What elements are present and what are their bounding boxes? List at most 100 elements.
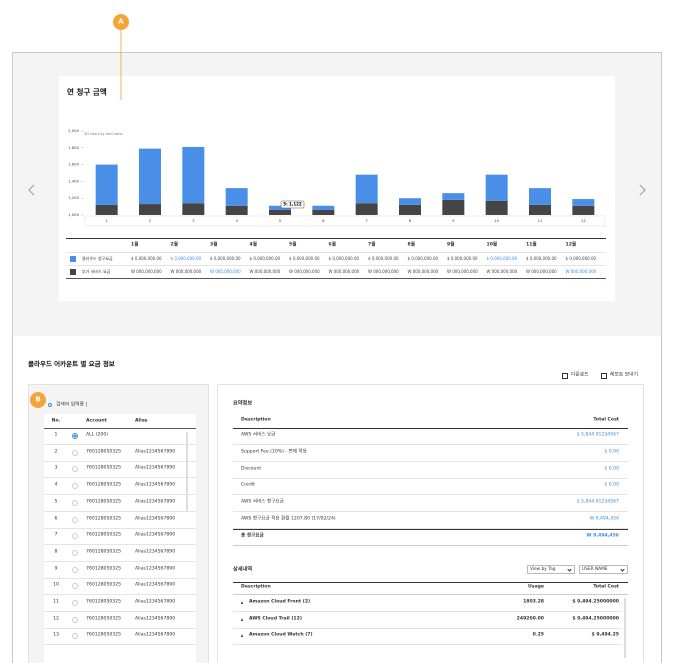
row-line	[233, 611, 622, 612]
badge-label: B	[35, 395, 41, 404]
row-line	[233, 528, 628, 529]
x-tick-label: 3	[192, 218, 195, 223]
column-header: Usage	[528, 584, 544, 590]
alias: Alias1234567890	[135, 449, 176, 455]
row-number: 13	[53, 633, 59, 639]
month-cell: $ 0,000,000.00	[131, 256, 162, 261]
x-tick-label: 6	[322, 218, 325, 223]
x-axis-band	[84, 215, 606, 227]
description: Amazon Cloud Front (2)	[249, 599, 311, 605]
description: Credit	[241, 483, 255, 489]
legend-swatch	[70, 269, 76, 275]
row-line	[233, 627, 622, 629]
usage: 249260.00	[516, 616, 544, 622]
expand-triangle[interactable]	[241, 617, 243, 621]
button[interactable]: 레포트 보내기	[610, 372, 639, 378]
radio[interactable]	[72, 633, 78, 640]
expand-triangle[interactable]	[241, 601, 243, 604]
button[interactable]: 다운로드	[571, 372, 589, 378]
radio[interactable]	[72, 466, 78, 473]
row-number: 9	[54, 566, 58, 572]
month-cell: $ 0,000,000.00	[289, 256, 320, 261]
row-line	[233, 428, 628, 429]
radio[interactable]	[72, 533, 78, 540]
month-header: 4월	[249, 242, 257, 248]
bar-segment	[139, 204, 161, 215]
alias: Alias1234567890	[135, 566, 176, 572]
month-cell: $ 0,000,000.00	[447, 256, 478, 261]
radio[interactable]	[72, 549, 78, 556]
column-header: Total Cost	[593, 584, 619, 590]
next-arrow[interactable]	[639, 184, 646, 196]
month-cell: $ 0,000,000.00	[407, 256, 439, 261]
row-line	[233, 545, 628, 546]
account: 760128050325	[86, 616, 122, 622]
month-cell: W 000,000,000	[565, 269, 597, 274]
month-cell: W 000,000,000	[249, 269, 281, 274]
row-line	[44, 460, 196, 462]
select-label: USER NAME	[582, 566, 608, 572]
badge	[113, 14, 129, 30]
radio[interactable]	[72, 483, 78, 490]
row-line	[44, 527, 196, 529]
radio[interactable]	[72, 516, 78, 523]
radio[interactable]	[72, 566, 78, 573]
month-cell: $ 0,000,000.00	[249, 256, 281, 261]
row-number: 7	[54, 532, 58, 538]
description: AWS 서비스 요금	[241, 432, 276, 438]
alias: Alias1234567890	[135, 499, 176, 505]
bar-segment	[572, 205, 595, 215]
bar-segment	[182, 146, 205, 204]
description: AWS Cloud Trail (12)	[249, 616, 302, 622]
y-tick-label: 1,600	[68, 162, 79, 167]
account: 760128050325	[86, 532, 122, 538]
bar-segment	[269, 205, 291, 210]
radio[interactable]	[72, 499, 78, 506]
bar-segment	[485, 200, 508, 215]
radio[interactable]	[72, 433, 78, 439]
cost: W 9,494,456	[589, 516, 619, 522]
cost: W 9,494,456	[586, 533, 619, 539]
prev-arrow[interactable]	[28, 184, 35, 196]
radio[interactable]	[72, 600, 78, 606]
month-cell: W 000,000,000	[486, 269, 518, 274]
row-line	[233, 477, 628, 479]
panel-title: 요약정보	[233, 400, 253, 407]
cost: $ 9,494.25	[591, 632, 619, 638]
expand-triangle[interactable]	[241, 634, 243, 637]
cost: $ 0.00	[604, 449, 619, 455]
radio[interactable]	[72, 616, 78, 623]
row-line	[44, 611, 196, 612]
radio[interactable]	[72, 583, 78, 590]
row-line	[233, 511, 628, 512]
month-cell: $ 0,000,000.00	[368, 256, 399, 261]
bar-segment	[312, 205, 335, 210]
alias: Alias1234567890	[135, 599, 176, 605]
description: AWS 서비스 청구요금	[241, 499, 284, 505]
column-header: Account	[86, 418, 107, 424]
row-line	[44, 477, 196, 478]
column-header: Description	[241, 417, 271, 423]
row-line	[233, 494, 628, 495]
month-header: 2월	[170, 242, 178, 248]
badge-label: A	[118, 17, 124, 26]
description: Support Fee (10%) - 면제 적용	[241, 449, 307, 455]
select[interactable]	[527, 565, 575, 574]
account: 760128050325	[86, 499, 122, 505]
radio[interactable]	[72, 449, 78, 456]
cost: $ 9,494.25000000	[572, 599, 619, 605]
description: 총 청구요금	[241, 533, 264, 539]
tooltip-box	[280, 200, 305, 209]
select[interactable]	[579, 565, 628, 574]
month-header: 3월	[210, 242, 218, 248]
tooltip: 5: 1,122	[283, 202, 302, 207]
account: 760128050325	[86, 449, 122, 455]
cost: $ 0.00	[604, 466, 619, 472]
alias: Alias1234567890	[135, 532, 176, 538]
row-number: 11	[53, 599, 59, 605]
account: 760128050325	[86, 599, 122, 605]
row-line	[44, 510, 196, 512]
search-input[interactable]: 검색어 입력중 |	[56, 402, 88, 408]
month-cell: W 000,000,000	[407, 269, 439, 274]
row-line	[233, 594, 628, 595]
